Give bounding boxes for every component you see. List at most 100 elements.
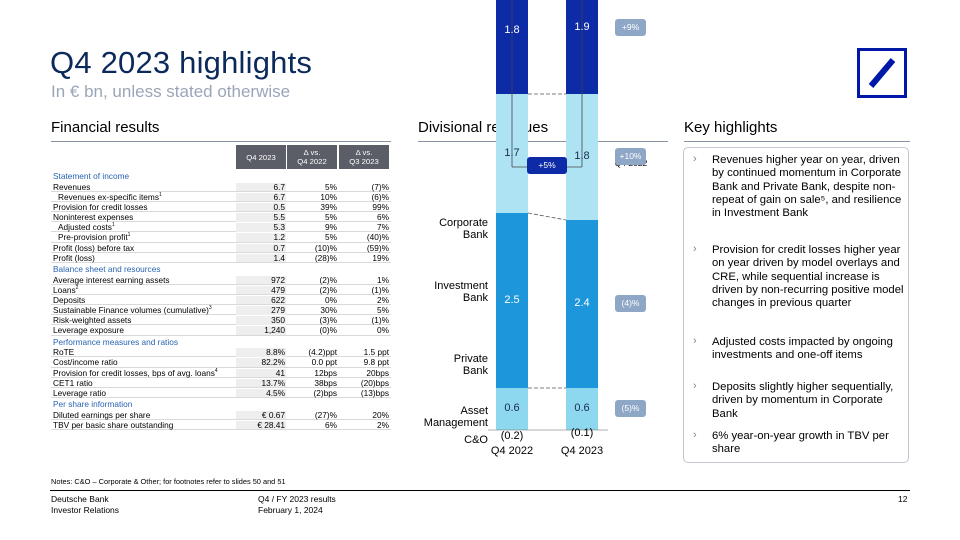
section-divider: [51, 141, 391, 142]
header-separator: [286, 145, 287, 169]
cell-value: 622: [271, 294, 285, 305]
cell-value: (6)%: [371, 191, 389, 202]
row-label-text: Average interest earning assets: [53, 274, 170, 285]
footer-department: Investor Relations: [51, 505, 120, 515]
table-row: Leverage ratio 4.5% (2)bps (13)bps: [51, 387, 391, 399]
header-separator: [338, 145, 339, 169]
cell-value: 1.5 ppt: [363, 347, 389, 358]
cell-value: 41: [275, 367, 285, 378]
page-title: Q4 2023 highlights: [50, 45, 313, 80]
row-label-text: RoTE: [53, 347, 75, 358]
cell-value: 12bps: [314, 367, 337, 378]
footnote-ref: 3: [208, 305, 212, 312]
cell-value: (40)%: [366, 232, 389, 243]
chevron-right-icon: ›: [693, 429, 697, 441]
cell-value: (2)%: [319, 284, 337, 295]
cell-highlight: [236, 388, 286, 398]
bar-segment-asset-management: [566, 388, 598, 430]
segment-value-label: 1.8: [574, 150, 590, 162]
cell-value: 0.5: [273, 201, 285, 212]
table-row: Profit (loss) before tax 0.7 (10)% (59)%: [51, 243, 391, 253]
table-row: RoTE 8.8% (4.2)ppt 1.5 ppt: [51, 347, 391, 358]
cell-highlight: [236, 316, 286, 325]
section-title-financial: Financial results: [51, 119, 160, 136]
cell-value: 99%: [372, 201, 389, 212]
row-label-text: Profit (loss) before tax: [53, 242, 135, 253]
cell-value: 5%: [325, 212, 337, 223]
section-title-divisional: Divisional revenues: [418, 119, 549, 136]
cell-value: 4.5%: [266, 387, 285, 398]
cell-highlight: [236, 182, 286, 192]
row-label: Loans2: [53, 285, 78, 295]
row-label-text: Leverage exposure: [53, 325, 125, 336]
table-row: CET1 ratio 13.7% 38bps (20)bps: [51, 378, 391, 388]
cell-value: 5%: [325, 232, 337, 243]
section-divider: [684, 141, 910, 142]
table-header: Q4 2023 Δ vs. Q4 2022 Δ vs. Q3 2023: [51, 145, 391, 169]
category-label: Corporate Bank: [439, 217, 488, 241]
cell-value: (4.2)ppt: [308, 347, 337, 358]
cell-value: € 0.67: [261, 409, 285, 420]
key-highlight-item: Revenues higher year on year, driven by …: [712, 154, 902, 220]
row-label: Leverage exposure: [53, 325, 124, 335]
cell-value: 5%: [377, 305, 389, 316]
table-body: Statement of income Revenues 6.7 5% (7)% Reve…: [51, 170, 391, 430]
cell-value: 1.2: [273, 232, 285, 243]
x-axis-label: Q4 2023: [560, 445, 604, 457]
row-label-text: Loans: [53, 284, 76, 295]
cell-value: (27)%: [314, 409, 337, 420]
row-label-text: Provision for credit losses, bps of avg.…: [53, 367, 215, 378]
page-subtitle: In € bn, unless stated otherwise: [51, 82, 291, 101]
table-row: Leverage exposure 1,240 (0)% 0%: [51, 325, 391, 336]
row-label-text: TBV per basic share outstanding: [53, 419, 174, 430]
row-label: Sustainable Finance volumes (cumulative)…: [53, 305, 212, 315]
cell-highlight: [236, 275, 286, 285]
row-label-text: Risk-weighted assets: [53, 315, 132, 326]
key-highlight-item: Adjusted costs impacted by ongoing inves…: [712, 336, 893, 362]
cell-highlight: [236, 295, 286, 305]
cell-value: 2%: [377, 294, 389, 305]
section-title-key: Key highlights: [684, 119, 778, 136]
header-col-q4-2023: Q4 2023: [236, 145, 286, 169]
row-label-text: Leverage ratio: [53, 387, 107, 398]
footer-date: February 1, 2024: [258, 505, 323, 515]
cell-value: 9.8 ppt: [363, 357, 389, 368]
cell-value: (28)%: [314, 252, 337, 263]
divisional-revenue-chart: 0.60.62.52.41.71.81.81.96.36.7+5%Δ vs. Q…: [418, 0, 668, 465]
key-highlight-item: 6% year-on-year growth in TBV per share: [712, 430, 889, 456]
segment-value-label: 0.6: [504, 402, 520, 414]
row-label-text: Sustainable Finance volumes (cumulative): [53, 305, 209, 316]
row-label-text: Deposits: [53, 294, 86, 305]
bar-segment-private-bank: [496, 213, 528, 388]
cell-value: 279: [271, 305, 285, 316]
table-row: Provision for credit losses, bps of avg.…: [51, 368, 391, 378]
cell-highlight: [236, 358, 286, 367]
footer-event: Q4 / FY 2023 results February 1, 2024: [258, 494, 336, 516]
delta-badge: (4)%: [615, 295, 646, 312]
total-growth-badge: +5%: [527, 157, 567, 174]
row-label: Provision for credit losses, bps of avg.…: [53, 368, 218, 378]
category-label: Asset Management: [423, 405, 488, 429]
cell-value: 2%: [377, 419, 389, 430]
table-row: Pre-provision profit1 1.2 5% (40)%: [51, 232, 391, 243]
chevron-right-icon: ›: [693, 153, 697, 165]
cell-value: 0%: [325, 294, 337, 305]
segment-value-label: 1.8: [504, 24, 520, 36]
table-row: Risk-weighted assets 350 (3)% (1)%: [51, 315, 391, 326]
cell-value: 0.0 ppt: [311, 357, 337, 368]
delta-badge: +10%: [615, 148, 646, 165]
cell-value: (59)%: [366, 242, 389, 253]
segment-value-label: 0.6: [574, 402, 590, 414]
row-label-text: Profit (loss): [53, 252, 95, 263]
cell-value: 0%: [377, 325, 389, 336]
financial-results-table: Q4 2023 Δ vs. Q4 2022 Δ vs. Q3 2023 Stat…: [51, 145, 391, 430]
row-label: Adjusted costs1: [58, 222, 115, 232]
table-row: Average interest earning assets 972 (2)% 1%: [51, 275, 391, 285]
page-number: 12: [898, 494, 908, 504]
cell-value: (13)bps: [360, 387, 389, 398]
cell-value: 19%: [372, 252, 389, 263]
segment-value-label: 2.4: [574, 297, 590, 309]
row-label-text: Revenues ex-specific items: [58, 191, 159, 202]
co-value-label: (0.1): [570, 427, 594, 439]
section-label: Per share information: [53, 399, 133, 410]
